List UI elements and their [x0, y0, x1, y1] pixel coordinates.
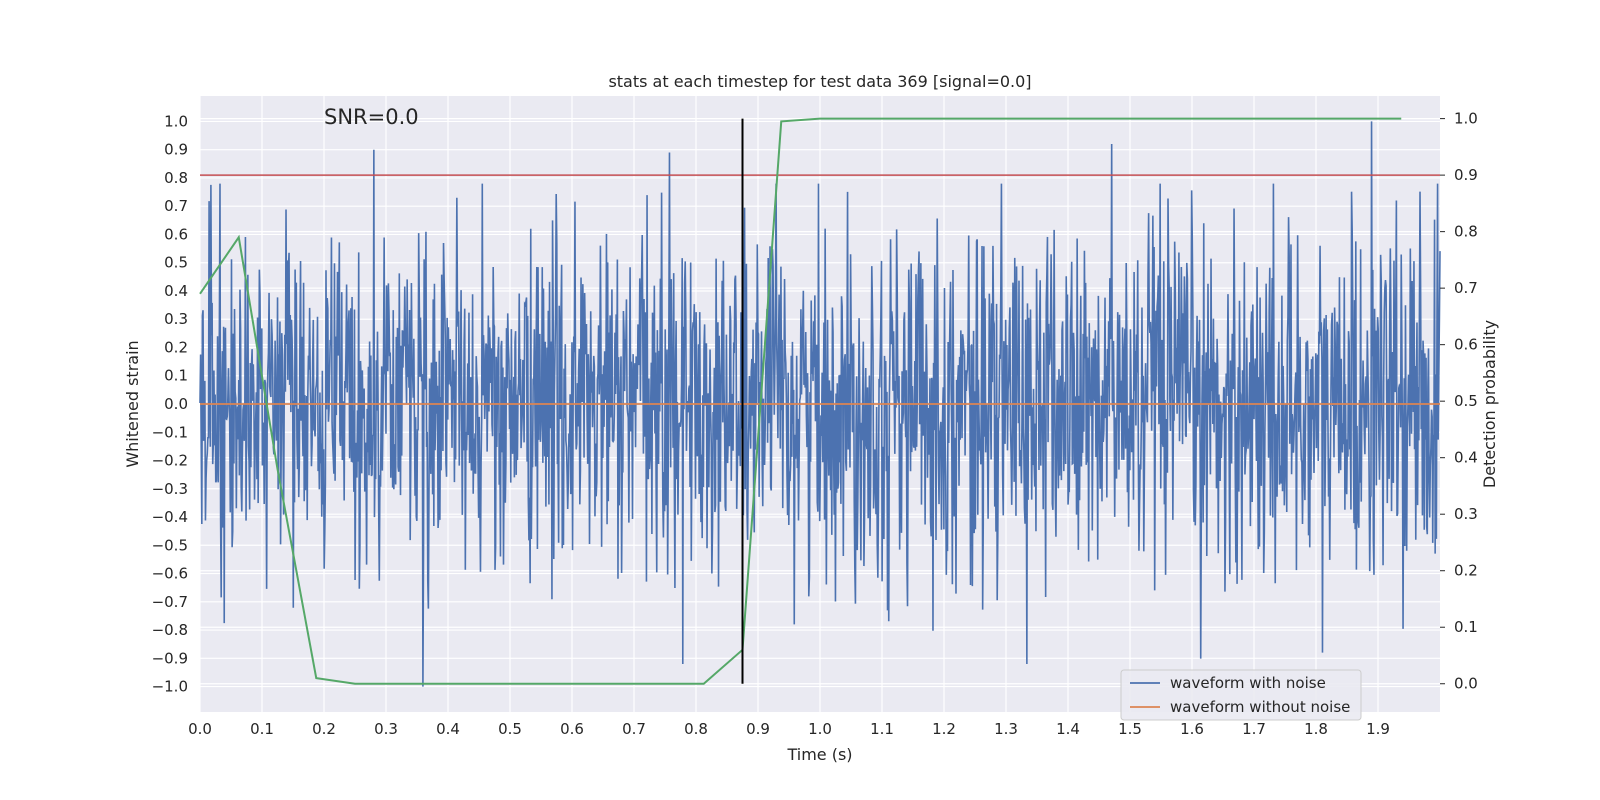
- x-axis-label: Time (s): [786, 745, 852, 764]
- x-tick-label: 0.4: [436, 720, 460, 738]
- x-tick-label: 0.0: [188, 720, 212, 738]
- y2-tick-label: 0.1: [1454, 618, 1478, 636]
- x-tick-label: 0.3: [374, 720, 398, 738]
- y-tick-label: 0.7: [164, 197, 188, 215]
- y-tick-label: 0.6: [164, 225, 188, 243]
- y-tick-label: −0.7: [152, 593, 188, 611]
- x-tick-label: 0.8: [684, 720, 708, 738]
- x-tick-label: 1.3: [994, 720, 1018, 738]
- x-tick-label: 0.7: [622, 720, 646, 738]
- y2-tick-label: 0.7: [1454, 279, 1478, 297]
- y2-tick-label: 0.4: [1454, 449, 1478, 467]
- x-tick-label: 0.6: [560, 720, 584, 738]
- y-tick-label: −0.4: [152, 508, 188, 526]
- y2-tick-label: 0.0: [1454, 675, 1478, 693]
- x-tick-label: 0.5: [498, 720, 522, 738]
- y-tick-label: −0.8: [152, 621, 188, 639]
- y-tick-label: −0.2: [152, 452, 188, 470]
- y2-tick-label: 0.8: [1454, 223, 1478, 241]
- y-tick-label: 0.4: [164, 282, 188, 300]
- x-tick-label: 0.2: [312, 720, 336, 738]
- x-tick-label: 0.9: [746, 720, 770, 738]
- chart-title: stats at each timestep for test data 369…: [608, 72, 1031, 91]
- y-tick-label: 0.2: [164, 338, 188, 356]
- series-line-waveform-with-noise: [199, 121, 1441, 687]
- series-line-detection-probability: [199, 117, 1402, 685]
- y-axis-label: Whitened strain: [123, 340, 142, 467]
- snr-annotation: SNR=0.0: [324, 105, 419, 129]
- x-tick-label: 0.1: [250, 720, 274, 738]
- legend: waveform with noise waveform without noi…: [1120, 669, 1362, 721]
- x-tick-label: 1.1: [870, 720, 894, 738]
- y2-tick-label: 0.5: [1454, 392, 1478, 410]
- y-tick-label: −0.5: [152, 536, 188, 554]
- legend-label-noise: waveform with noise: [1170, 674, 1326, 692]
- y-tick-label: −0.6: [152, 565, 188, 583]
- y-tick-label: −1.0: [152, 678, 188, 696]
- x-tick-label: 1.4: [1056, 720, 1080, 738]
- y2-tick-label: 0.6: [1454, 336, 1478, 354]
- legend-label-clean: waveform without noise: [1170, 698, 1350, 716]
- x-tick-label: 1.7: [1242, 720, 1266, 738]
- y2-tick-label: 1.0: [1454, 110, 1478, 128]
- tick-labels: 0.0 0.1 0.2 0.3 0.4 0.5 0.6 0.7 0.8 0.9 1.0 1.1 1.2 1…: [152, 110, 1478, 738]
- legend-box: [1120, 669, 1362, 721]
- y-tick-label: 0.3: [164, 310, 188, 328]
- y-tick-label: 0.8: [164, 169, 188, 187]
- series-layer: [199, 117, 1441, 687]
- y-tick-label: 0.5: [164, 254, 188, 272]
- y2-tick-label: 0.2: [1454, 562, 1478, 580]
- y-tick-label: 0.9: [164, 141, 188, 159]
- y2-tick-label: 0.9: [1454, 166, 1478, 184]
- y2-axis-label: Detection probability: [1480, 320, 1499, 488]
- x-tick-label: 1.2: [932, 720, 956, 738]
- y-tick-label: 1.0: [164, 112, 188, 130]
- y-tick-label: 0.0: [164, 395, 188, 413]
- x-tick-label: 1.0: [808, 720, 832, 738]
- y-tick-label: 0.1: [164, 367, 188, 385]
- y2-tick-label: 0.3: [1454, 505, 1478, 523]
- x-tick-label: 1.5: [1118, 720, 1142, 738]
- y-tick-label: −0.3: [152, 480, 188, 498]
- x-tick-label: 1.8: [1304, 720, 1328, 738]
- x-tick-label: 1.6: [1180, 720, 1204, 738]
- y-tick-label: −0.1: [152, 423, 188, 441]
- y-tick-label: −0.9: [152, 649, 188, 667]
- x-tick-label: 1.9: [1366, 720, 1390, 738]
